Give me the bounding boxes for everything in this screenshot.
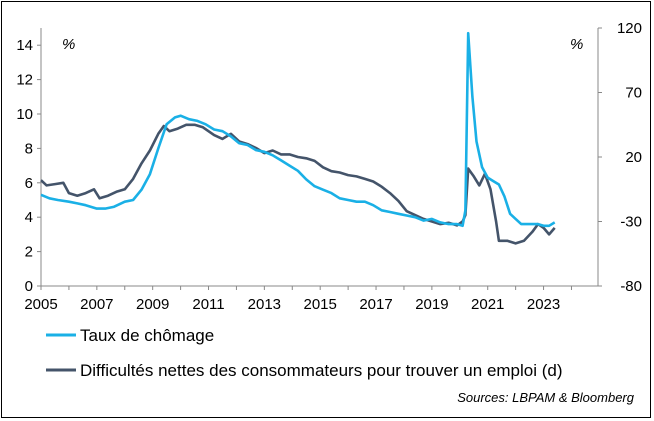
x-tick-label: 2013 bbox=[248, 296, 281, 313]
x-tick-label: 2015 bbox=[304, 296, 337, 313]
right-tick-label: 20 bbox=[625, 149, 642, 166]
legend-label-unemployment: Taux de chômage bbox=[80, 326, 214, 345]
right-tick-label: -30 bbox=[620, 214, 642, 231]
x-tick-label: 2007 bbox=[80, 296, 113, 313]
right-axis-unit: % bbox=[570, 36, 583, 53]
series-line-0 bbox=[40, 31, 556, 228]
legend-label-job-difficulty: Difficultés nettes des consommateurs pou… bbox=[80, 361, 563, 380]
x-tick-label: 2021 bbox=[471, 296, 504, 313]
x-tick-label: 2017 bbox=[359, 296, 392, 313]
right-tick-label: 120 bbox=[617, 20, 642, 37]
left-tick-label: 8 bbox=[25, 140, 33, 157]
series-line-1 bbox=[40, 123, 556, 245]
axes: 0 2 4 6 8 10 12 14 -80 -30 20 70 120 2005 2007 2009 2011… bbox=[16, 20, 642, 313]
left-tick-label: 12 bbox=[16, 72, 33, 89]
x-tick-label: 2005 bbox=[24, 296, 57, 313]
left-tick-label: 4 bbox=[25, 209, 33, 226]
left-tick-label: 14 bbox=[16, 37, 33, 54]
x-tick-label: 2009 bbox=[136, 296, 169, 313]
left-tick-label: 6 bbox=[25, 175, 33, 192]
left-tick-label: 0 bbox=[25, 278, 33, 295]
right-tick-label: 70 bbox=[625, 85, 642, 102]
left-axis-unit: % bbox=[62, 36, 75, 53]
x-tick-label: 2023 bbox=[527, 296, 560, 313]
x-tick-label: 2019 bbox=[415, 296, 448, 313]
x-tick-label: 2011 bbox=[192, 296, 224, 313]
right-tick-label: -80 bbox=[620, 278, 642, 295]
legend: Taux de chômage Difficultés nettes des c… bbox=[46, 326, 563, 380]
series-layer bbox=[40, 31, 556, 245]
source-note: Sources: LBPAM & Bloomberg bbox=[457, 390, 635, 405]
left-tick-label: 10 bbox=[16, 106, 33, 123]
left-tick-label: 2 bbox=[25, 244, 33, 261]
